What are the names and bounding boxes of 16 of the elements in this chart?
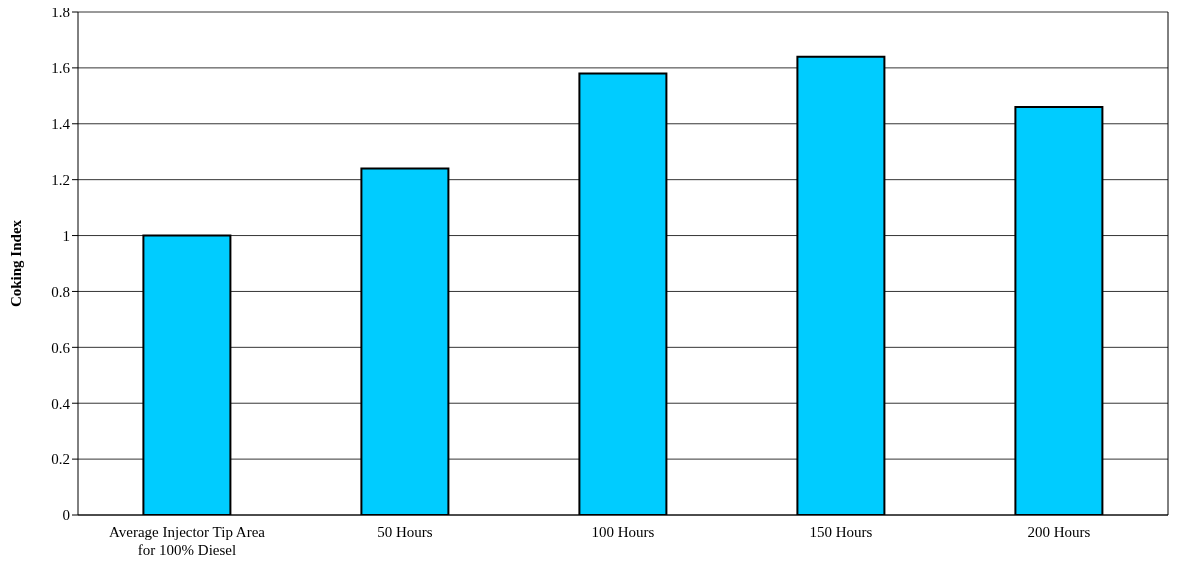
y-tick-label: 1.2 xyxy=(51,171,70,188)
x-tick-label: 50 Hours xyxy=(377,524,433,540)
x-tick-label: Average Injector Tip Area for 100% Diesel xyxy=(109,524,266,558)
y-tick-label: 0 xyxy=(62,507,70,524)
y-tick-label: 0.8 xyxy=(51,283,70,300)
y-tick-label: 1.8 xyxy=(51,4,70,21)
x-tick-label: 200 Hours xyxy=(1027,524,1091,540)
y-tick-label: 0.4 xyxy=(51,395,71,412)
y-axis-title: Coking Index xyxy=(8,219,25,308)
y-tick-label: 0.6 xyxy=(51,339,71,356)
y-tick-label: 1 xyxy=(62,227,70,244)
y-tick-label: 1.4 xyxy=(51,116,71,133)
y-tick-label: 1.6 xyxy=(51,60,71,77)
x-tick-label: 150 Hours xyxy=(809,524,873,540)
x-tick-label: 100 Hours xyxy=(591,524,655,540)
y-tick-label: 0.2 xyxy=(51,451,70,468)
